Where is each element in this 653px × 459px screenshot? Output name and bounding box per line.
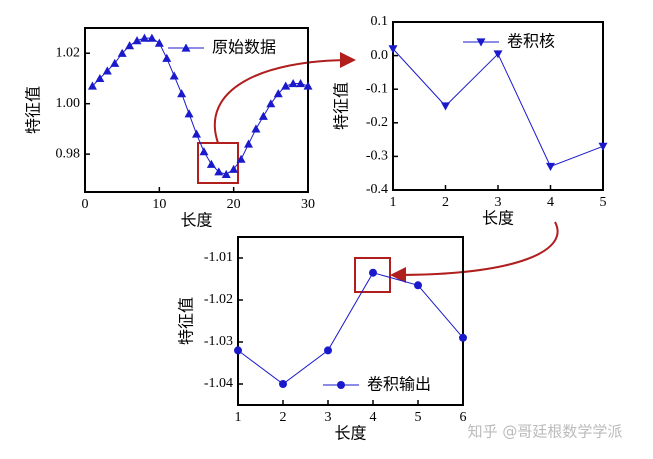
x-tick-label: 2 — [442, 195, 449, 210]
point — [95, 73, 105, 83]
point — [244, 139, 254, 148]
point — [132, 36, 142, 45]
point — [598, 142, 608, 151]
point — [214, 167, 224, 176]
x-tick-label: 30 — [301, 197, 315, 212]
point — [236, 154, 246, 163]
point — [139, 33, 149, 42]
point — [493, 50, 503, 59]
point — [102, 66, 112, 75]
point — [459, 333, 467, 342]
point — [258, 111, 268, 120]
legend-marker — [337, 381, 345, 389]
x-tick-label: 4 — [370, 410, 377, 425]
point — [414, 281, 422, 290]
point — [303, 81, 313, 90]
point — [441, 102, 450, 111]
point — [369, 268, 377, 277]
arrow — [213, 52, 356, 144]
y-tick-label: 1.00 — [56, 96, 81, 111]
series-line — [237, 272, 464, 385]
point — [154, 38, 164, 47]
point — [221, 169, 231, 178]
arrow — [390, 221, 559, 283]
point — [184, 109, 194, 118]
x-tick-label: 4 — [547, 195, 554, 210]
plot-frame — [237, 236, 464, 406]
point — [229, 164, 239, 173]
point — [110, 58, 120, 67]
point — [206, 159, 216, 168]
watermark: 知乎 @哥廷根数学学派 — [468, 423, 623, 441]
plot-frame — [84, 27, 309, 193]
y-tick-label: -0.3 — [366, 149, 388, 164]
plot-frame — [392, 21, 604, 191]
point — [266, 99, 276, 108]
highlight-box — [354, 257, 391, 293]
y-tick-label: -1.03 — [204, 334, 233, 349]
x-axis-label: 长度 — [180, 212, 212, 230]
point — [279, 380, 287, 388]
y-axis-label: 特征值 — [333, 82, 351, 130]
y-tick-label: 0.98 — [56, 146, 81, 161]
y-tick-label: 0.1 — [371, 14, 389, 29]
legend-label: 卷积输出 — [367, 375, 431, 394]
x-tick-label: 5 — [600, 195, 607, 210]
point — [117, 48, 127, 57]
x-tick-label: 2 — [280, 410, 287, 425]
y-tick-label: -1.01 — [204, 250, 233, 265]
y-tick-label: -1.02 — [204, 292, 233, 307]
point — [162, 53, 172, 62]
point — [192, 129, 201, 138]
legend-label: 原始数据 — [212, 38, 276, 57]
point — [281, 81, 291, 90]
point — [147, 33, 157, 42]
point — [324, 346, 332, 355]
point — [199, 147, 209, 156]
series-line — [392, 48, 604, 168]
x-tick-label: 20 — [227, 197, 241, 212]
legend-marker — [476, 38, 486, 47]
point — [273, 89, 283, 98]
y-tick-label: -0.1 — [366, 81, 388, 96]
y-tick-label: -0.2 — [366, 115, 388, 130]
y-tick-label: 0.0 — [371, 48, 389, 63]
point — [169, 71, 179, 80]
y-axis-label: 特征值 — [178, 297, 196, 345]
x-tick-label: 5 — [415, 410, 422, 425]
x-tick-label: 6 — [460, 410, 467, 425]
x-tick-label: 1 — [390, 195, 397, 210]
legend-marker — [181, 43, 191, 52]
y-axis-label: 特征值 — [25, 86, 43, 134]
point — [251, 124, 261, 133]
x-axis-label: 长度 — [482, 210, 514, 228]
x-tick-label: 0 — [82, 197, 89, 212]
y-tick-label: 1.02 — [56, 45, 81, 60]
x-tick-label: 3 — [325, 410, 332, 425]
y-tick-label: -0.4 — [366, 182, 388, 197]
x-axis-label: 长度 — [334, 425, 366, 443]
point — [87, 81, 97, 90]
point — [388, 45, 398, 54]
point — [296, 79, 306, 88]
point — [234, 346, 242, 355]
legend-label: 卷积核 — [507, 32, 555, 51]
point — [177, 89, 187, 98]
x-tick-label: 1 — [235, 410, 242, 425]
point — [288, 79, 298, 88]
y-tick-label: -1.04 — [204, 376, 233, 391]
point — [546, 162, 555, 171]
x-tick-label: 3 — [495, 195, 502, 210]
x-tick-label: 10 — [152, 197, 166, 212]
point — [125, 41, 135, 50]
